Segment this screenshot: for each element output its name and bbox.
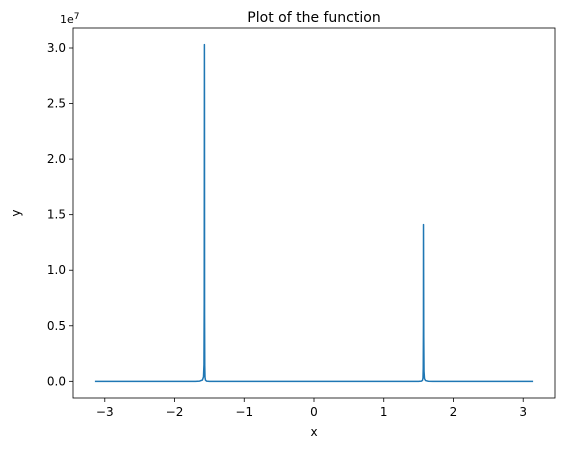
- series-line-0: [94, 43, 534, 383]
- x-tick-label: 3: [519, 405, 527, 419]
- y-tick-label: 2.5: [47, 97, 66, 111]
- y-axis-ticks: 0.0 0.5 1.0 1.5 2.0 2.5 3.0: [47, 41, 73, 388]
- y-tick-label: 2.0: [47, 152, 66, 166]
- x-axis-label: x: [310, 425, 317, 439]
- x-tick-label: −1: [235, 405, 253, 419]
- x-tick-label: −3: [96, 405, 114, 419]
- x-tick-label: −2: [166, 405, 184, 419]
- plot-area: [94, 43, 534, 383]
- x-tick-label: 1: [380, 405, 388, 419]
- y-tick-label: 1.5: [47, 208, 66, 222]
- y-tick-label: 3.0: [47, 41, 66, 55]
- y-tick-label: 1.0: [47, 263, 66, 277]
- y-tick-label: 0.0: [47, 374, 66, 388]
- x-tick-label: 2: [450, 405, 458, 419]
- y-axis-label: y: [9, 209, 23, 216]
- y-tick-label: 0.5: [47, 319, 66, 333]
- x-tick-label: 0: [310, 405, 318, 419]
- x-axis-ticks: −3 −2 −1 0 1 2 3: [96, 398, 527, 419]
- y-axis-offset-label: 1e7: [60, 12, 80, 26]
- chart-title: Plot of the function: [247, 10, 380, 26]
